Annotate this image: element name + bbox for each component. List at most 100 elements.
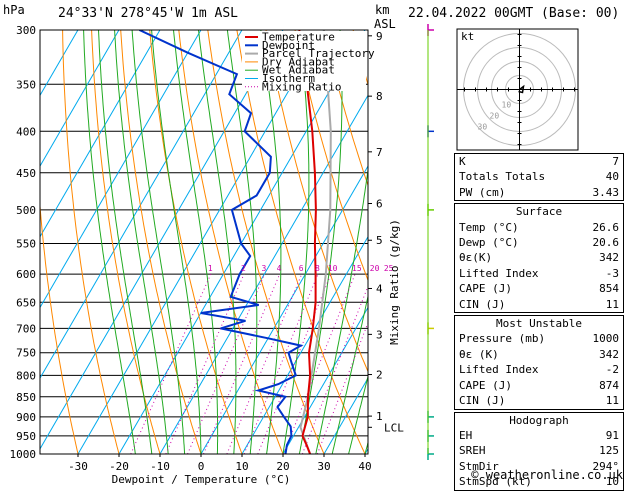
unstable-title: Most Unstable [455,316,623,331]
hodo-value: 125 [599,443,619,458]
index-row: Totals Totals 40 [455,169,623,184]
hodograph-ring-label: 10 [502,101,512,110]
dry-adiabat [179,30,283,454]
wet-adiabat [261,30,281,454]
wet-adiabat [316,30,381,454]
surface-row: θε(K)342 [455,250,623,265]
wet-adiabat [84,30,136,454]
credit-text: © weatheronline.co.uk [471,468,623,482]
mixing-ratio-label: 2 [241,264,246,273]
unstable-row: CAPE (J)874 [455,378,623,393]
pressure-tick-label: 750 [16,347,36,360]
unstable-value: 1000 [593,331,620,346]
surface-value: 342 [599,250,619,265]
plot-frame [40,30,368,454]
mixing-ratio-label: 8 [315,264,320,273]
isotherm-line [160,30,406,454]
km-tick-label: 6 [376,197,383,210]
profiles [139,30,330,454]
surface-row: CIN (J)11 [455,297,623,312]
pressure-tick-label: 1000 [10,448,37,461]
km-tick-label: 8 [376,90,383,103]
temp-tick-label: 0 [198,460,205,473]
temp-tick-label: 40 [358,460,371,473]
asl-unit: ASL [374,17,396,31]
surface-label: Dewp (°C) [459,235,519,250]
surface-label: Temp (°C) [459,220,519,235]
hodo-label: EH [459,428,472,443]
surface-value: 11 [606,297,619,312]
legend-label: Mixing Ratio [262,80,341,93]
isotherm-line [78,30,324,454]
dry-adiabat [208,30,324,454]
surface-value: -3 [606,266,619,281]
index-label: K [459,154,466,169]
location-title: 24°33'N 278°45'W 1m ASL [58,6,238,21]
pressure-tick-label: 600 [16,268,36,281]
wind-barbs [428,24,434,460]
mixing-ratio-label: 10 [328,264,338,273]
unstable-label: CIN (J) [459,393,505,408]
indices-top: K 7 Totals Totals 40 PW (cm) 3.43 [454,153,624,201]
hodograph-ring-label: 30 [478,123,488,132]
index-value: 40 [606,169,619,184]
index-value: 3.43 [593,185,620,200]
surface-label: Lifted Index [459,266,538,281]
index-row: PW (cm) 3.43 [455,185,623,200]
dry-adiabat [63,30,119,454]
pressure-tick-label: 400 [16,125,36,138]
isotherm-line [201,30,447,454]
mixing-ratio-label: 15 [352,264,362,273]
pressure-tick-label: 900 [16,411,36,424]
hodograph-title: Hodograph [455,413,623,428]
temp-tick-label: 20 [276,460,289,473]
mixing-ratio-label: 1 [208,264,213,273]
isotherm-line [37,30,283,454]
index-label: PW (cm) [459,185,505,200]
hodograph-ring-label: 20 [490,112,500,121]
isotherm-line [0,30,242,454]
temp-tick-label: 10 [235,460,248,473]
temp-tick-label: 30 [317,460,330,473]
pressure-tick-label: 450 [16,167,36,180]
km-unit: km [375,3,389,17]
hodograph-unit: kt [461,30,474,43]
unstable-row: Pressure (mb)1000 [455,331,623,346]
mixing-ratio-label: 4 [277,264,282,273]
km-tick-label: LCL [384,421,404,434]
temp-tick-label: -30 [68,460,88,473]
wet-adiabat [152,30,201,454]
mixing-ratio-label: 20 [370,264,380,273]
km-tick-label: 9 [376,30,383,43]
hodo-label: SREH [459,443,486,458]
datetime-title: 22.04.2022 00GMT (Base: 00) [408,6,619,21]
pressure-tick-label: 300 [16,24,36,37]
unstable-value: 11 [606,393,619,408]
pressure-tick-label: 950 [16,430,36,443]
km-tick-label: 4 [376,282,383,295]
surface-value: 854 [599,281,619,296]
km-tick-label: 5 [376,234,383,247]
pressure-tick-label: 650 [16,296,36,309]
index-value: 7 [612,154,619,169]
pressure-unit: hPa [3,3,25,17]
surface-value: 26.6 [593,220,620,235]
index-label: Totals Totals [459,169,545,184]
pressure-tick-label: 800 [16,369,36,382]
mixing-ratio-label: 6 [299,264,304,273]
mixing-ratio-line [244,274,318,454]
pressure-tick-label: 350 [16,78,36,91]
unstable-label: θε (K) [459,347,499,362]
dry-adiabat [295,30,447,454]
pressure-tick-label: 700 [16,322,36,335]
unstable-label: CAPE (J) [459,378,512,393]
km-tick-label: 1 [376,410,383,423]
mixing-ratio-axis-label: Mixing Ratio (g/kg) [388,219,401,345]
